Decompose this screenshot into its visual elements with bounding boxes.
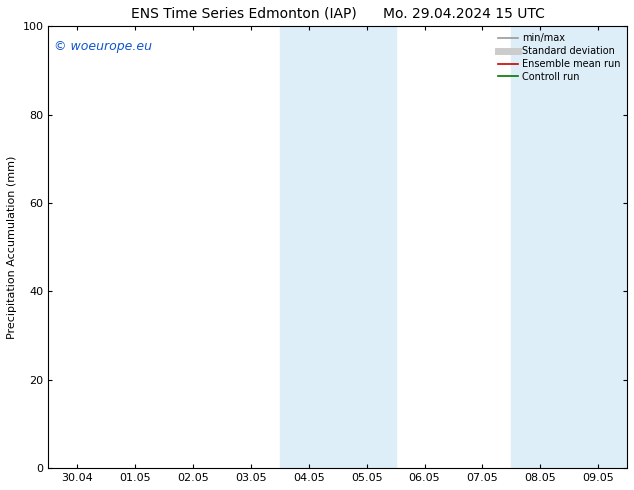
Bar [338,26,396,468]
Legend: min/max, Standard deviation, Ensemble mean run, Controll run: min/max, Standard deviation, Ensemble me… [495,29,624,86]
Title: ENS Time Series Edmonton (IAP)      Mo. 29.04.2024 15 UTC: ENS Time Series Edmonton (IAP) Mo. 29.04… [131,7,545,21]
Bar [280,26,338,468]
Text: © woeurope.eu: © woeurope.eu [54,40,152,52]
Bar [511,26,569,468]
Y-axis label: Precipitation Accumulation (mm): Precipitation Accumulation (mm) [7,155,17,339]
Bar [569,26,627,468]
